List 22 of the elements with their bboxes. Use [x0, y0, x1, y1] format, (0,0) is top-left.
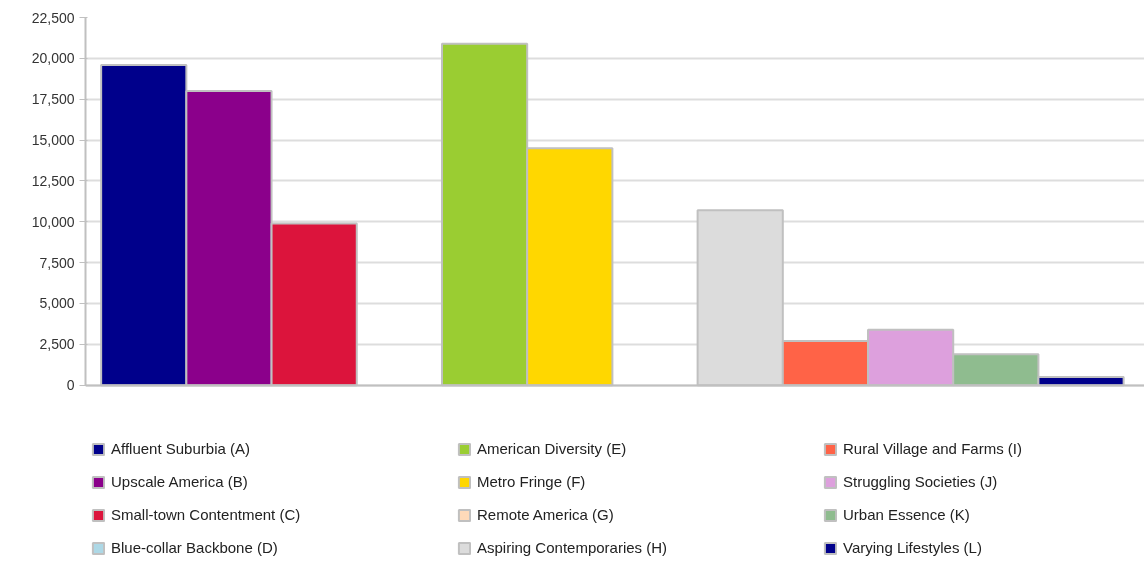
y-tick-label: 22,500 — [31, 9, 75, 26]
y-tick-label: 10,000 — [31, 213, 75, 230]
legend-label: Urban Essence (K) — [843, 506, 971, 523]
legend-label: Small-town Contentment (C) — [111, 506, 302, 523]
legend-label: Varying Lifestyles (L) — [843, 539, 983, 556]
y-tick-label: 17,500 — [31, 91, 75, 108]
y-tick-label: 20,000 — [31, 50, 75, 67]
y-tick-label: 15,000 — [31, 132, 75, 149]
legend-label: Remote America (G) — [477, 506, 615, 523]
y-tick-label: 2,500 — [39, 336, 75, 353]
legend-label: American Diversity (E) — [477, 440, 628, 457]
legend-label: Metro Fringe (F) — [477, 473, 587, 490]
legend-label: Affluent Suburbia (A) — [111, 440, 251, 457]
y-tick-label: 0 — [66, 377, 75, 394]
y-tick-label: 12,500 — [31, 172, 75, 189]
legend-label: Struggling Societies (J) — [843, 473, 999, 490]
y-tick-label: 5,000 — [39, 295, 75, 312]
legend-label: Aspiring Contemporaries (H) — [477, 539, 669, 556]
y-tick-label: 7,500 — [39, 254, 75, 271]
legend-label: Upscale America (B) — [111, 473, 249, 490]
legend-label: Rural Village and Farms (I) — [843, 440, 1023, 457]
legend-label: Blue-collar Backbone (D) — [111, 539, 279, 556]
